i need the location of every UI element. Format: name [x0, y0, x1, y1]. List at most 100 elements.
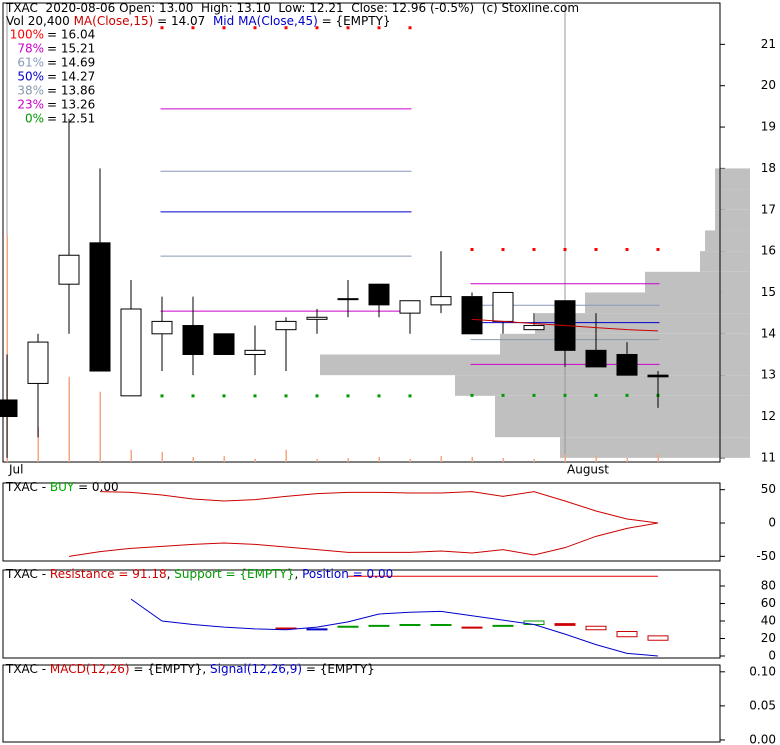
y-tick-label: 16: [761, 244, 776, 258]
header-text: ,: [294, 567, 302, 581]
candle-body: [27, 341, 49, 384]
panel-frame: [2, 482, 721, 562]
header-text: Position = 0.00: [302, 567, 393, 581]
header-text: MACD(12,26): [50, 662, 130, 676]
fib-label: 50%: [17, 70, 44, 84]
volume-bar: [130, 449, 132, 462]
volume-bar: [254, 458, 256, 462]
header-text: ,: [167, 567, 175, 581]
fib-label: 38%: [17, 84, 44, 98]
candle-body: [213, 333, 235, 355]
header-text: TXAC 2020-08-06 Open: 13.00 High: 13.10 …: [5, 1, 579, 15]
position-box: [616, 630, 638, 638]
candle-body: [306, 316, 328, 320]
x-tick-label: August: [567, 463, 609, 477]
volume-profile-bar: [495, 395, 750, 417]
y-tick-label: 20: [761, 78, 776, 92]
indicator-line: [68, 522, 659, 557]
volume-bar: [347, 458, 349, 462]
header-text: Vol 20,400: [6, 14, 70, 28]
volume-bar: [502, 458, 504, 462]
volume-bar: [37, 427, 39, 462]
y-tick-label: -50: [756, 549, 776, 563]
volume-bar: [409, 458, 411, 462]
panel-header: TXAC 2020-08-06 Open: 13.00 High: 13.10 …: [5, 1, 579, 15]
ma-line: [471, 318, 659, 332]
candle-body: [89, 242, 111, 372]
y-tick-label: 0: [768, 648, 776, 662]
fib-value: = 14.27: [47, 70, 95, 84]
volume-bar: [6, 234, 8, 462]
panel-header: TXAC - MACD(12,26) = {EMPTY}, Signal(12,…: [5, 662, 375, 676]
fib-value: = 16.04: [47, 28, 95, 42]
y-tick-label: 14: [761, 326, 776, 340]
y-tick-label: 80: [761, 579, 776, 593]
position-box: [430, 623, 452, 626]
x-tick-label: Jul: [8, 463, 23, 477]
y-tick-label: 17: [761, 202, 776, 216]
candle-body: [523, 325, 545, 331]
y-tick-label: 12: [761, 409, 776, 423]
volume-bar: [68, 376, 70, 462]
candle-body: [244, 349, 266, 355]
candle-body: [275, 320, 297, 331]
y-tick-label: 0: [768, 516, 776, 530]
header-text: MA(Close,15): [70, 14, 154, 28]
header-text: = {EMPTY},: [130, 662, 210, 676]
y-tick-label: 20: [761, 631, 776, 645]
panel-frame: [2, 2, 721, 463]
candle-body: [461, 296, 483, 335]
fib-label: 0%: [25, 112, 44, 126]
volume-bar: [378, 456, 380, 462]
volume-bar: [626, 458, 628, 462]
indicator-line: [130, 598, 659, 657]
header-text: = 0.00: [74, 480, 118, 494]
candle-body: [585, 349, 607, 368]
y-tick-label: 40: [761, 613, 776, 627]
fib-label: 23%: [17, 98, 44, 112]
candle-body: [0, 399, 18, 418]
candle-body: [399, 300, 421, 314]
volume-bar: [471, 456, 473, 462]
y-tick-label: 11: [761, 450, 776, 464]
header-text: TXAC -: [5, 480, 50, 494]
candle-body: [182, 325, 204, 355]
volume-profile-bar: [700, 251, 750, 272]
panel-frame: [2, 569, 721, 659]
y-tick-label: 21: [761, 37, 776, 51]
fib-value: = 15.21: [47, 42, 95, 56]
volume-bar: [99, 391, 101, 462]
y-tick-label: 18: [761, 161, 776, 175]
header-text: TXAC -: [5, 567, 50, 581]
position-box: [585, 625, 607, 631]
panel-frame: [2, 664, 721, 743]
volume-profile-bar: [535, 313, 750, 334]
position-box: [492, 624, 514, 627]
volume-bar: [192, 456, 194, 462]
header-text: Resistance = 91.18: [50, 567, 167, 581]
volume-bar: [564, 454, 566, 462]
volume-bar: [316, 458, 318, 462]
header-text: Signal(12,26,9): [210, 662, 302, 676]
volume-profile-bar: [645, 271, 750, 293]
header-text: = {EMPTY}: [302, 662, 375, 676]
position-box: [337, 625, 359, 628]
candle-body: [368, 283, 390, 306]
panel-header: TXAC - Resistance = 91.18, Support = {EM…: [5, 567, 393, 581]
volume-bar: [657, 453, 659, 462]
fib-value: = 13.86: [47, 84, 95, 98]
y-tick-label: 0.10: [749, 664, 776, 678]
volume-profile-bar: [585, 292, 750, 314]
volume-bar: [533, 458, 535, 462]
y-tick-label: 13: [761, 368, 776, 382]
volume-profile-bar: [715, 168, 750, 190]
panel-header: TXAC - BUY = 0.00: [5, 480, 119, 494]
header-text: = {EMPTY}: [318, 14, 391, 28]
volume-profile-bar: [500, 333, 750, 355]
y-tick-label: 0.05: [749, 698, 776, 712]
volume-profile-bar: [715, 189, 750, 210]
candle-body: [492, 291, 514, 322]
position-box: [306, 628, 328, 631]
volume-bar: [595, 456, 597, 462]
